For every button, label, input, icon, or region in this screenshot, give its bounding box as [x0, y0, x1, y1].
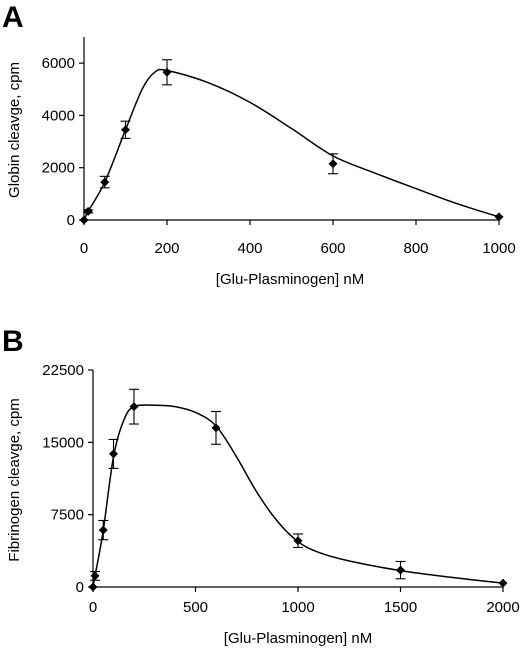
panel-b-data-point [293, 536, 303, 546]
panel-a-y-tick-label: 0 [67, 212, 75, 229]
panel-b-x-axis-title: [Glu-Plasminogen] nM [224, 630, 372, 647]
panel-b-fit-curve [92, 404, 504, 588]
panel-a-data-point [100, 177, 110, 187]
panel-a-chart: A 0 2000 4000 6000 0 200 400 600 800 1000 [Glu-Pla… [2, 1, 516, 288]
panel-b-x-tick-label: 500 [183, 599, 208, 616]
panel-a-y-tick-label: 2000 [42, 160, 75, 177]
panel-a-data-point [328, 159, 338, 169]
panel-a-label: A [2, 1, 24, 34]
panel-a-data-point [162, 67, 172, 77]
panel-b-data-point [88, 582, 98, 592]
panel-a-x-tick-label: 600 [320, 240, 345, 257]
panel-b-y-tick-label: 22500 [42, 362, 84, 379]
panel-a-x-tick-label: 200 [154, 240, 179, 257]
panel-a-x-tick-label: 800 [403, 240, 428, 257]
panel-b-data-point [109, 449, 118, 459]
panel-b-label: B [2, 325, 24, 358]
panel-b-data-point [396, 565, 405, 575]
panel-b-data-point [129, 402, 139, 412]
panel-a-data-point [83, 206, 93, 216]
panel-b-y-tick-label: 15000 [42, 434, 84, 451]
panel-a-data-point [121, 125, 130, 135]
panel-b-y-axis-title: Fibrinogen cleavge, cpm [6, 398, 23, 561]
panel-b-y-tick-label: 7500 [51, 507, 84, 524]
panel-b-x-tick-label: 2000 [486, 599, 519, 616]
panel-b-data-point [211, 423, 221, 433]
panel-a-x-axis-title: [Glu-Plasminogen] nM [216, 271, 364, 288]
panel-a-fit-curve [83, 68, 500, 221]
panel-b-x-tick-label: 0 [89, 599, 97, 616]
panel-a-x-tick-label: 1000 [482, 240, 515, 257]
panel-b-chart: B 0 7500 15000 22500 0 500 1000 1500 2000 [Glu-Pl… [2, 325, 520, 647]
panel-b-data-point [498, 578, 508, 588]
panel-b-y-tick-label: 0 [76, 579, 84, 596]
panel-a-y-tick-label: 4000 [42, 107, 75, 124]
panel-a-x-tick-label: 0 [80, 240, 88, 257]
panel-a-data-point [79, 215, 89, 225]
panel-b-data-point [90, 571, 100, 581]
panel-a-y-axis-title: Globin cleavge, cpm [6, 62, 23, 198]
panel-a-data-point [494, 212, 504, 222]
panel-a-x-tick-label: 400 [237, 240, 262, 257]
panel-a-y-tick-label: 6000 [42, 55, 75, 72]
panel-b-x-tick-label: 1500 [384, 599, 417, 616]
panel-b-data-point [98, 525, 108, 535]
panel-b-x-tick-label: 1000 [281, 599, 314, 616]
